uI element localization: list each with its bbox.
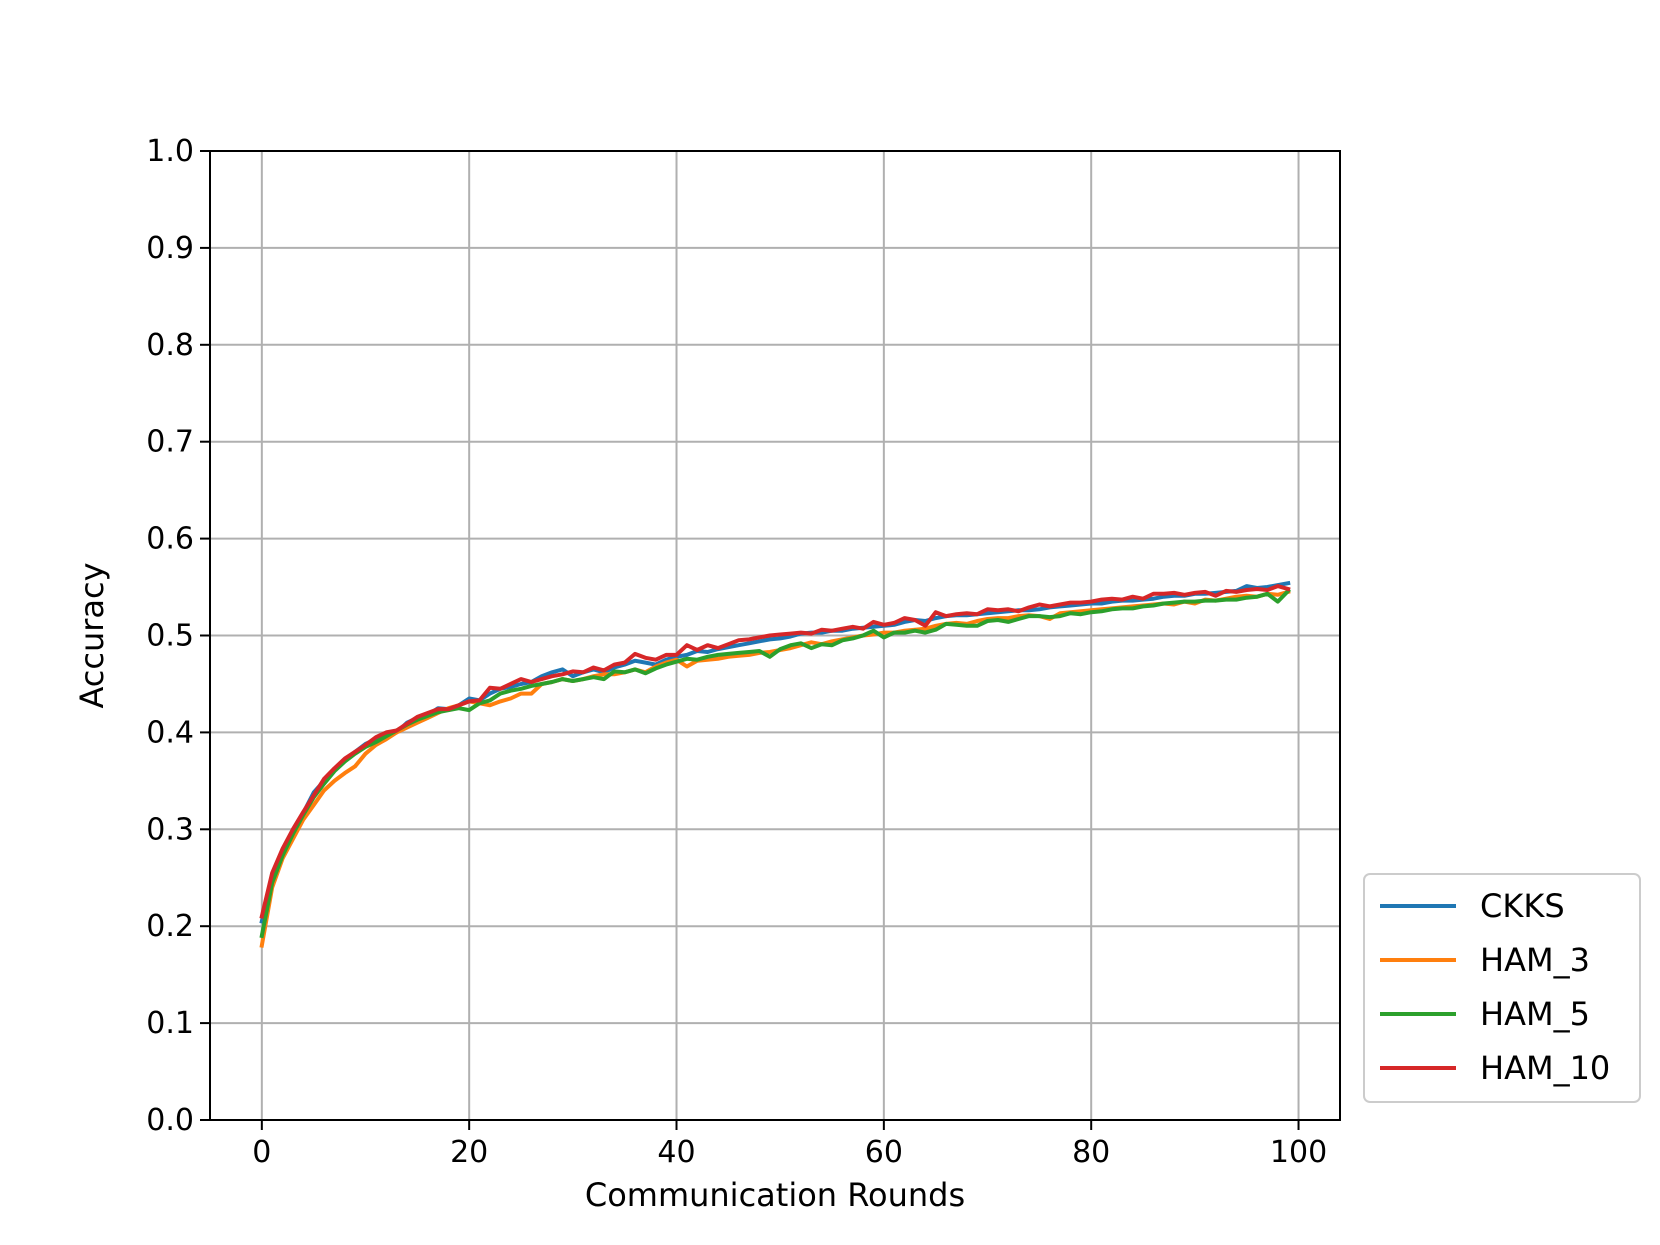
legend-label-ham-3: HAM_3 <box>1480 941 1590 979</box>
legend-label-ckks: CKKS <box>1480 887 1565 925</box>
x-tick-label: 60 <box>865 1135 903 1170</box>
y-tick-label: 0.8 <box>146 328 194 363</box>
x-axis-ticks: 0 20 40 60 80 100 <box>252 1120 1327 1170</box>
y-tick-label: 0.5 <box>146 619 194 654</box>
series-line-ham-5 <box>259 588 1292 939</box>
series-lines <box>259 580 1292 948</box>
y-tick-label: 0.4 <box>146 715 194 750</box>
y-tick-label: 1.0 <box>146 134 194 169</box>
y-tick-label: 0.0 <box>146 1103 194 1138</box>
x-tick-label: 40 <box>657 1135 695 1170</box>
y-tick-label: 0.7 <box>146 425 194 460</box>
y-tick-label: 0.9 <box>146 231 194 266</box>
series-line-ham-10 <box>259 584 1291 919</box>
y-axis-ticks: 0.0 0.1 0.2 0.3 0.4 0.5 0.6 0.7 0.8 0.9 1.0 <box>146 134 210 1138</box>
y-tick-label: 0.1 <box>146 1006 194 1041</box>
x-tick-label: 20 <box>450 1135 488 1170</box>
legend-label-ham-5: HAM_5 <box>1480 995 1590 1033</box>
grid-lines <box>210 150 1340 1121</box>
y-axis-label: Accuracy <box>73 562 111 708</box>
y-tick-label: 0.2 <box>146 909 194 944</box>
legend: CKKS HAM_3 HAM_5 HAM_10 <box>1363 873 1641 1103</box>
x-tick-label: 80 <box>1072 1135 1110 1170</box>
legend-label-ham-10: HAM_10 <box>1480 1049 1610 1087</box>
x-tick-label: 100 <box>1270 1135 1327 1170</box>
y-tick-label: 0.3 <box>146 812 194 847</box>
legend-box <box>1363 873 1641 1103</box>
x-tick-label: 0 <box>252 1135 271 1170</box>
x-axis-label: Communication Rounds <box>585 1176 965 1214</box>
y-tick-label: 0.6 <box>146 522 194 557</box>
